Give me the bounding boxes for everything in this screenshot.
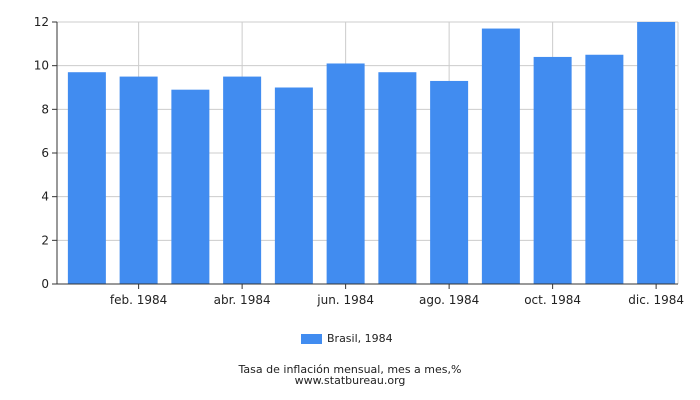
y-tick-label: 0 (41, 277, 49, 291)
bar (378, 72, 417, 284)
bar (585, 54, 624, 284)
x-tick-label: ago. 1984 (419, 293, 479, 307)
bar (637, 22, 676, 284)
bar (67, 72, 106, 284)
y-tick-label: 8 (41, 102, 49, 116)
legend-swatch (301, 333, 322, 344)
legend: Brasil, 1984 (301, 332, 393, 345)
bar (481, 28, 520, 284)
y-tick-label: 4 (41, 190, 49, 204)
x-tick-label: oct. 1984 (524, 293, 581, 307)
source-url: www.statbureau.org (294, 374, 406, 387)
bar (119, 76, 158, 284)
x-tick-label: abr. 1984 (214, 293, 271, 307)
legend-label: Brasil, 1984 (327, 332, 393, 345)
bar (430, 80, 469, 284)
y-tick-label: 2 (41, 233, 49, 247)
y-tick-label: 12 (34, 15, 49, 29)
x-tick-label: jun. 1984 (316, 293, 374, 307)
bar (326, 63, 365, 284)
x-tick-label: dic. 1984 (628, 293, 684, 307)
bar (533, 56, 572, 284)
chart-title: Tasa de inflación mensual, mes a mes,% (238, 363, 462, 376)
x-tick-label: feb. 1984 (110, 293, 167, 307)
bar (223, 76, 262, 284)
y-tick-label: 6 (41, 146, 49, 160)
bar (274, 87, 313, 284)
y-tick-label: 10 (34, 59, 49, 73)
bar (171, 89, 210, 284)
